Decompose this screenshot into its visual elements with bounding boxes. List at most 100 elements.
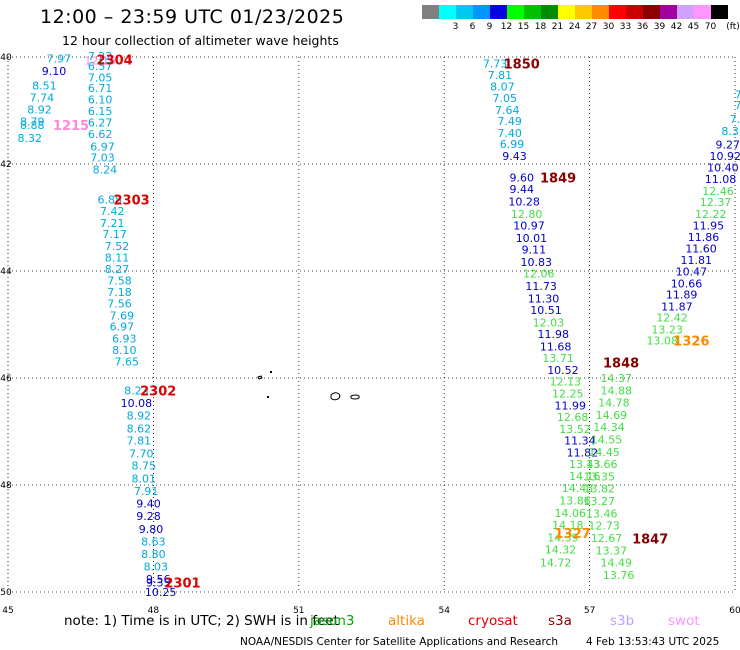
wave-height-value: 12.42 — [656, 312, 688, 325]
wave-height-value: 9.40 — [136, 498, 161, 511]
legend-label: 24 — [568, 22, 581, 32]
wave-height-value: 7.64 — [495, 104, 520, 117]
x-tick-label: 54 — [438, 606, 450, 616]
wave-height-value: 7. — [730, 113, 740, 126]
legend-swatch — [473, 5, 490, 19]
wave-height-value: 7.56 — [107, 298, 132, 311]
wave-height-value: 7.69 — [110, 309, 135, 322]
wave-height-value: 8.23 — [124, 384, 149, 397]
y-tick-label: -50 — [0, 588, 12, 598]
wave-height-value: 14.06 — [554, 507, 586, 520]
wave-height-value: 8.79 — [20, 116, 45, 129]
wave-height-value: 8.03 — [144, 560, 169, 573]
legend-swatch — [660, 5, 677, 19]
wave-height-value: 8.27 — [105, 263, 130, 276]
wave-height-value: 7.03 — [90, 152, 115, 165]
wave-height-value: 8.24 — [93, 163, 118, 176]
footnote: note: 1) Time is in UTC; 2) SWH is in fe… — [64, 613, 339, 629]
wave-height-value: 9.80 — [139, 523, 164, 536]
wave-height-value: 8.11 — [105, 252, 130, 265]
wave-height-value: 13.46 — [586, 507, 618, 520]
wave-height-value: 12.22 — [695, 208, 727, 221]
generated-timestamp: 4 Feb 13:53:43 UTC 2025 — [586, 636, 720, 648]
x-tick-label: 51 — [293, 606, 304, 616]
wave-height-value: 13.76 — [603, 569, 635, 582]
wave-height-value: 12.67 — [591, 532, 623, 545]
x-tick-label: 45 — [2, 606, 13, 616]
wave-height-value: 9.27 — [715, 139, 740, 152]
wave-height-value: 11.68 — [540, 340, 572, 353]
wave-height-value: 10.08 — [121, 397, 153, 410]
legend-swatch — [626, 5, 643, 19]
wave-height-value: 13.08 — [647, 335, 679, 348]
wave-height-value: 11.81 — [680, 254, 712, 267]
legend-swatch — [422, 5, 439, 19]
legend-swatch — [490, 5, 507, 19]
wave-height-value: 11.89 — [666, 289, 698, 302]
pass-label: 1847 — [632, 533, 668, 548]
wave-height-value: 7.21 — [100, 217, 125, 230]
wave-height-value: 11.60 — [685, 243, 717, 256]
wave-height-value: 12.16 — [84, 55, 116, 68]
wave-height-value: 14.16 — [569, 470, 601, 483]
wave-height-value: 7.91 — [134, 485, 159, 498]
wave-height-value: 7.70 — [129, 447, 154, 460]
wave-height-value: 12.06 — [523, 268, 555, 281]
wave-height-value: 7.40 — [497, 127, 522, 140]
wave-height-value: 7.22 — [88, 50, 113, 63]
legend-label: 9 — [486, 22, 493, 32]
legend-label: 70 — [704, 22, 717, 32]
wave-height-value: 12.03 — [533, 316, 565, 329]
wave-height-value: 7.81 — [488, 69, 513, 82]
wave-height-value: 11.30 — [528, 292, 560, 305]
wave-height-value: 6.88 — [98, 193, 123, 206]
wave-height-value: 6.27 — [88, 116, 113, 129]
wave-height-value: 8.07 — [490, 80, 515, 93]
wave-height-value: 6.97 — [90, 140, 115, 153]
wave-height-value: 7.05 — [493, 92, 518, 105]
wave-height-value: 6.10 — [88, 93, 113, 106]
wave-height-value: 10.51 — [530, 304, 562, 317]
legend-label: 12 — [500, 22, 513, 32]
wave-height-value: 13.23 — [651, 323, 683, 336]
wave-height-value: 9.43 — [502, 150, 527, 163]
wave-height-value: 8.88 — [20, 119, 45, 132]
wave-height-value: 14.39 — [547, 531, 579, 544]
wave-height-value: 7.74 — [30, 92, 55, 105]
legend-unit: (ft) — [726, 22, 740, 32]
wave-height-value: 9.56 — [146, 573, 171, 586]
island — [270, 371, 272, 373]
legend-swatch — [439, 5, 456, 19]
pass-label: 1215 — [53, 119, 89, 134]
wave-height-value: 7.49 — [497, 115, 522, 128]
legend-swatch — [558, 5, 575, 19]
legend-swatch — [711, 5, 728, 19]
wave-height-value: 14.18 — [552, 519, 584, 532]
wave-height-value: 13.52 — [559, 423, 591, 436]
wave-height-value: 13.86 — [559, 495, 591, 508]
pass-label: 1848 — [603, 356, 639, 371]
wave-height-value: 13.66 — [586, 458, 618, 471]
legend-label: 27 — [585, 22, 598, 32]
y-tick-label: -44 — [0, 267, 12, 277]
legend-label: 18 — [534, 22, 547, 32]
wave-height-value: 7.65 — [114, 355, 139, 368]
wave-height-value: 8.80 — [141, 548, 166, 561]
wave-height-value: 11.73 — [525, 280, 557, 293]
x-tick-label: 48 — [148, 606, 160, 616]
legend-swatch — [677, 5, 694, 19]
wave-height-value: 7.97 — [47, 53, 72, 66]
wave-height-value: 10.92 — [710, 150, 740, 163]
wave-height-value: 8.01 — [131, 473, 156, 486]
wave-height-value: 13.35 — [584, 470, 616, 483]
wave-height-value: 9.11 — [522, 244, 547, 257]
wave-height-value: 14.43 — [562, 482, 594, 495]
wave-height-value: 11.99 — [554, 399, 586, 412]
pass-label: 2301 — [164, 576, 200, 591]
x-tick-label: 57 — [584, 606, 595, 616]
wave-height-value: 10.01 — [516, 232, 548, 245]
island — [350, 394, 360, 400]
pass-label: 1849 — [540, 171, 576, 186]
wave-height-value: 6.57 — [88, 60, 113, 73]
wave-height-value: 8.92 — [27, 103, 52, 116]
